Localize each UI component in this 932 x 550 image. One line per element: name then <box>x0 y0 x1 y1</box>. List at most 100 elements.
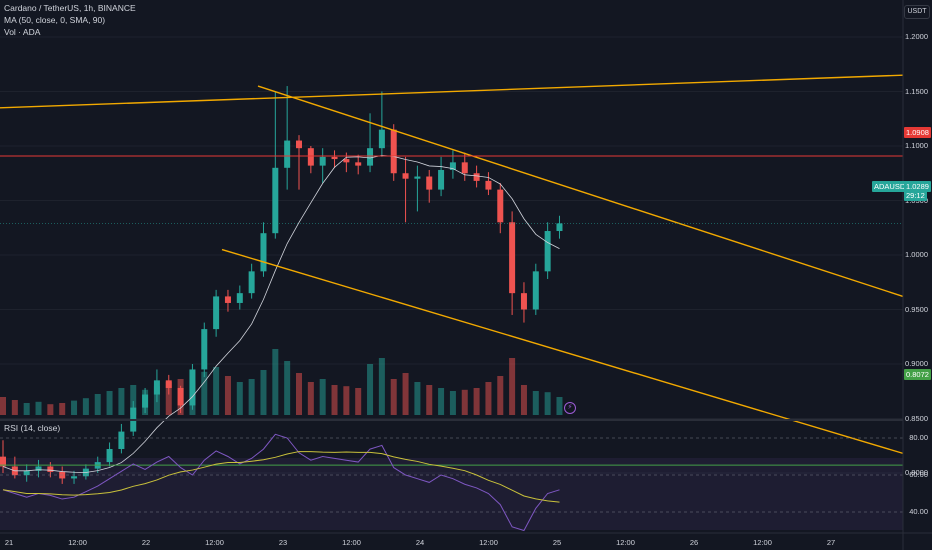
candle-body <box>47 466 54 472</box>
volume-bar <box>520 385 527 415</box>
candle-body <box>390 129 397 174</box>
time-tick: 12:00 <box>342 538 361 547</box>
price-tick: 1.2000 <box>905 32 928 41</box>
volume-bars <box>0 349 563 415</box>
time-tick: 24 <box>415 538 425 547</box>
candle-body <box>177 387 184 406</box>
rsi-legend[interactable]: RSI (14, close) <box>4 423 61 433</box>
price-tick: 1.1500 <box>905 86 928 96</box>
ticker-label: ADAUSDT <box>872 181 912 192</box>
resistance-price-label: 1.0908 <box>904 127 931 138</box>
candle-body <box>485 180 492 190</box>
volume-bar <box>213 367 220 415</box>
rsi-band <box>0 458 903 530</box>
candle-body <box>35 466 42 471</box>
last-price-label: 1.0289 <box>904 181 931 192</box>
rsi-tick: 60.00 <box>909 470 928 479</box>
lightning-icon[interactable]: ⚡ <box>564 402 576 414</box>
volume-bar <box>94 394 101 415</box>
time-tick: 12:00 <box>616 538 635 547</box>
candle-body <box>260 233 267 272</box>
candle-body <box>509 222 516 294</box>
volume-bar <box>106 391 113 415</box>
candle-body <box>142 394 149 408</box>
volume-bar <box>319 379 326 415</box>
volume-bar <box>331 385 338 415</box>
volume-bar <box>260 370 267 415</box>
candle-body <box>343 159 350 163</box>
volume-bar <box>449 391 456 415</box>
candle-body <box>497 189 504 223</box>
candle-body <box>296 140 302 149</box>
time-tick: 25 <box>552 538 562 547</box>
candle-body <box>461 162 468 174</box>
rsi-tick: 80.00 <box>909 433 928 442</box>
candle-body <box>426 176 433 190</box>
volume-bar <box>390 379 397 415</box>
candle-body <box>0 456 6 467</box>
volume-bar <box>35 401 42 415</box>
candle-body <box>319 156 326 166</box>
candle-body <box>153 380 160 395</box>
currency-button[interactable]: USDT <box>904 5 930 19</box>
candle-body <box>236 293 243 303</box>
volume-bar <box>343 386 350 415</box>
ma-legend[interactable]: MA (50, close, 0, SMA, 90) <box>4 15 106 25</box>
volume-bar <box>402 373 409 415</box>
price-tick: 1.0000 <box>905 250 928 259</box>
price-tick: 1.1000 <box>905 141 928 150</box>
horizontal-lines[interactable] <box>0 155 903 466</box>
candle-body <box>118 431 125 450</box>
volume-bar <box>461 389 468 415</box>
trendline[interactable] <box>221 248 904 455</box>
countdown-label: 29:12 <box>904 190 927 201</box>
volume-bar <box>473 388 480 415</box>
volume-bar <box>82 398 89 415</box>
volume-bar <box>532 391 539 415</box>
time-tick: 23 <box>278 538 288 547</box>
candle-body <box>414 176 421 179</box>
candle-body <box>331 156 338 160</box>
volume-bar <box>544 392 551 415</box>
volume-bar <box>118 388 125 415</box>
rsi-lines <box>0 433 903 532</box>
candle-body <box>355 162 362 166</box>
candle-body <box>284 140 291 168</box>
volume-bar <box>378 358 385 415</box>
volume-bar <box>438 388 445 415</box>
volume-bar <box>201 371 208 415</box>
volume-bar <box>426 385 433 415</box>
time-tick: 21 <box>4 538 14 547</box>
volume-legend[interactable]: Vol · ADA <box>4 27 41 37</box>
volume-bar <box>272 349 279 415</box>
rsi-ma-line <box>2 451 560 503</box>
trendline[interactable] <box>0 74 904 109</box>
candle-body <box>224 296 231 303</box>
volume-bar <box>59 403 66 415</box>
price-tick: 0.9500 <box>905 304 928 314</box>
time-tick: 12:00 <box>68 538 87 547</box>
candle-body <box>272 167 279 234</box>
time-tick: 26 <box>689 538 699 547</box>
candle-body <box>544 231 551 272</box>
volume-bar <box>497 376 504 415</box>
time-tick: 12:00 <box>205 538 224 547</box>
volume-bar <box>284 361 291 415</box>
candle-body <box>213 296 220 330</box>
price-tick: 0.8000 <box>905 468 928 477</box>
trendline[interactable] <box>257 85 904 298</box>
symbol-legend[interactable]: Cardano / TetherUS, 1h, BINANCE <box>4 3 136 13</box>
volume-bar <box>248 379 255 415</box>
candle-body <box>71 476 78 479</box>
volume-bar <box>71 400 78 415</box>
candle-body <box>438 169 445 190</box>
candle-body <box>106 449 113 463</box>
time-tick: 22 <box>141 538 151 547</box>
rsi-line <box>2 433 560 532</box>
candle-body <box>556 223 563 232</box>
volume-bar <box>307 382 314 415</box>
volume-bar <box>414 382 421 415</box>
volume-bar <box>236 382 243 415</box>
price-tick: 0.8500 <box>905 413 928 423</box>
